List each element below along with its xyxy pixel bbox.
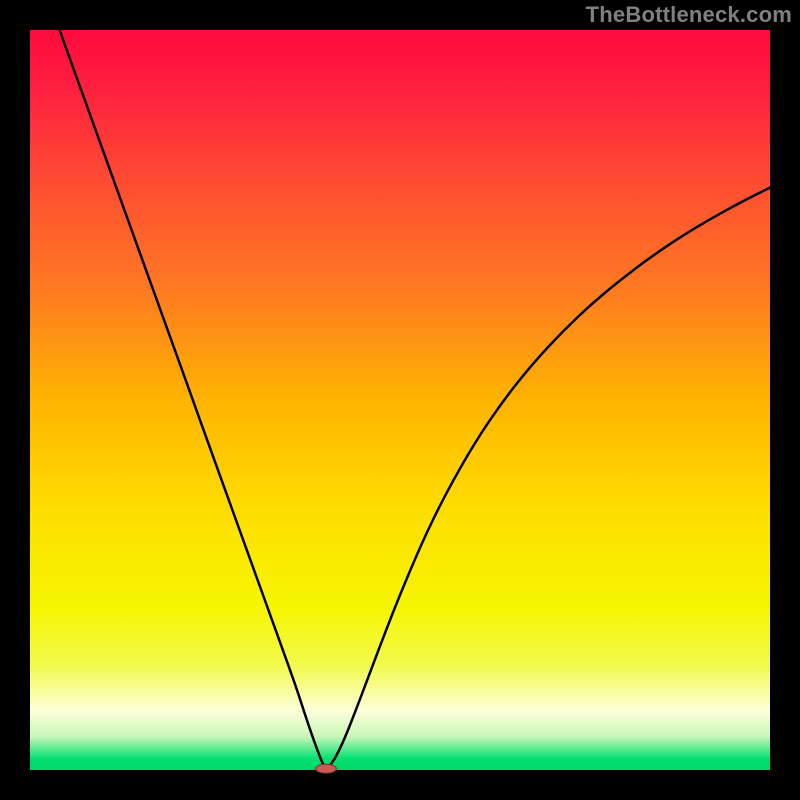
watermark-text: TheBottleneck.com: [586, 2, 792, 28]
plot-area: [30, 30, 770, 770]
chart-container: TheBottleneck.com: [0, 0, 800, 800]
bottleneck-chart: [0, 0, 800, 800]
min-point-marker: [316, 764, 337, 773]
